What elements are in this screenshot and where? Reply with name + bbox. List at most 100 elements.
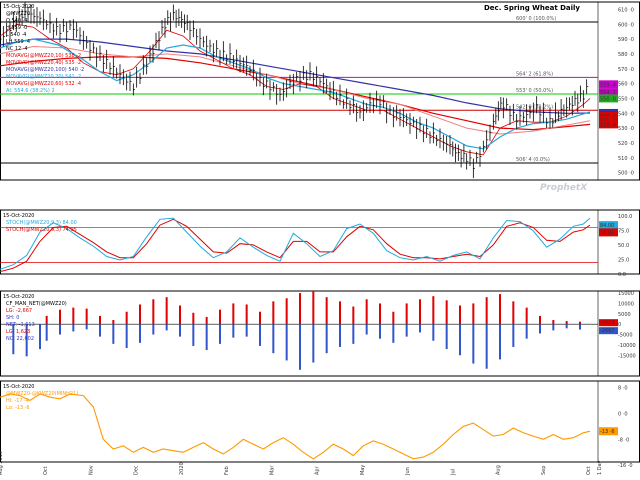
ma-40-line bbox=[0, 45, 591, 135]
spread-value: -13 ·6 bbox=[600, 429, 615, 435]
fib-label: 506' 4 (0.0%) bbox=[516, 157, 550, 163]
cot-y-tick: 10000 bbox=[618, 301, 634, 307]
price-symbol: @MWZ20 bbox=[6, 11, 30, 17]
cot-net-flag bbox=[599, 319, 618, 327]
price-y-tick: 600 ·0 bbox=[618, 22, 634, 28]
stoch-d-line bbox=[0, 218, 591, 273]
cot-date: 15-Oct-2020 bbox=[3, 294, 34, 300]
price-y-tick: 500 ·0 bbox=[618, 171, 634, 177]
ohlc-value: L 540 ·4 bbox=[6, 32, 26, 38]
cot-legend-entry: CF_MAN_NET(@MWZ20) bbox=[6, 301, 67, 307]
cot-legend-entry: NC: 22,602 bbox=[6, 336, 34, 342]
stoch-k-line bbox=[0, 217, 591, 270]
price-date: 15-Oct-2020 bbox=[3, 4, 34, 10]
date-tick: Apr bbox=[315, 465, 321, 475]
stoch-y-tick: 75.0 bbox=[618, 228, 629, 234]
date-tick: Jun bbox=[405, 467, 411, 476]
fib-label: 542' 0 (38.2%) bbox=[516, 104, 553, 110]
cot-y-tick: 15000 bbox=[618, 291, 634, 297]
spread-frame bbox=[0, 380, 640, 463]
cot-legend-entry: LG: 1,623 bbox=[6, 329, 30, 335]
stoch-d-value: 74.95 bbox=[600, 230, 614, 236]
cot-y-tick: -15000 bbox=[618, 353, 636, 359]
date-tick: Feb bbox=[224, 466, 230, 475]
price-y-tick: 580 ·0 bbox=[618, 52, 634, 58]
cot-short-value: -2667 bbox=[600, 328, 615, 334]
price-flag bbox=[599, 120, 618, 129]
cot-short-flag bbox=[599, 327, 618, 335]
price-panel: 600' 0 (100.0%) 564' 2 (61.8%) 553' 0 (50.… bbox=[0, 1, 640, 193]
fib-label: 600' 0 (100.0%) bbox=[516, 16, 556, 22]
ohlc-value: H 559 ·0 bbox=[6, 25, 27, 31]
stoch-y-tick: 50.0 bbox=[618, 243, 629, 249]
price-flag-label: 554 ·2 bbox=[600, 90, 616, 96]
spread-line bbox=[0, 393, 591, 460]
ma-100-line bbox=[0, 38, 591, 114]
price-y-tick: 520 ·0 bbox=[618, 141, 634, 147]
ma-60-line bbox=[0, 56, 591, 131]
price-y-tick: 590 ·0 bbox=[618, 37, 634, 43]
spread-legend-entry: @MWZ20-@KWZ20(MINH21) bbox=[6, 391, 78, 397]
date-tick: Aug 2019 bbox=[0, 451, 4, 475]
stoch-y-tick: 25.0 bbox=[618, 257, 629, 263]
cot-y-tick: 0 bbox=[618, 322, 621, 328]
cot-legend-entry: LG: -2,667 bbox=[6, 308, 32, 314]
price-y-tick: 550 ·0 bbox=[618, 96, 634, 102]
fib-label: 564' 2 (61.8%) bbox=[516, 71, 553, 77]
date-tick: May bbox=[360, 465, 366, 475]
date-tick: 1 Day bbox=[597, 460, 603, 475]
price-flag bbox=[599, 94, 618, 103]
price-y-tick: 540 ·0 bbox=[618, 111, 634, 117]
price-legend-entry: MOVAVG(@MWZ20,10) 538 ·2 bbox=[6, 53, 81, 59]
stoch-y-tick: 0.0 bbox=[618, 272, 626, 278]
date-tick: Aug bbox=[496, 465, 502, 475]
ohlc-value: O 540 ·4 bbox=[6, 18, 27, 24]
price-flag bbox=[599, 88, 618, 97]
price-flag-label: 532 ·4 bbox=[600, 122, 616, 128]
date-tick: Mar bbox=[269, 465, 275, 475]
date-axis: Aug 2019 Oct Nov Dec 2020 Feb Mar Apr May Jun Jul A… bbox=[0, 451, 603, 476]
price-legend-entry: MOVAVG(@MWZ20,60) 532 ·4 bbox=[6, 81, 81, 87]
price-flag bbox=[599, 80, 618, 89]
fib-label: 553' 0 (50.0%) bbox=[516, 88, 553, 94]
price-legend-entry: MOVAVG(@MWZ20,100) 540 ·2 bbox=[6, 67, 84, 73]
date-tick: Sep bbox=[541, 466, 547, 475]
price-flag bbox=[599, 116, 618, 125]
price-y-tick: 570 ·0 bbox=[618, 67, 634, 73]
price-flag bbox=[599, 111, 618, 120]
date-tick: Jul bbox=[450, 469, 456, 476]
date-tick: Nov bbox=[88, 465, 94, 475]
prophetx-watermark: ProphetX bbox=[540, 183, 588, 193]
ma-10-line bbox=[0, 23, 591, 156]
date-tick: 2020 bbox=[179, 462, 185, 475]
chart-title: Dec. Spring Wheat Daily bbox=[484, 4, 580, 12]
price-y-tick: 510 ·0 bbox=[618, 156, 634, 162]
cot-frame bbox=[0, 290, 640, 377]
spread-date: 15-Oct-2020 bbox=[3, 384, 34, 390]
price-legend-entry: MOVAVG(@MWZ20,40) 535 ·2 bbox=[6, 60, 81, 66]
price-y-tick: 530 ·0 bbox=[618, 126, 634, 132]
stoch-frame bbox=[0, 209, 640, 275]
cot-y-tick: -10000 bbox=[618, 343, 636, 349]
spread-y-tick: 0 ·0 bbox=[618, 411, 628, 417]
cot-legend-entry: NET: -1,613 bbox=[6, 322, 35, 328]
spread-legend-entry: Lo: -13 ·6 bbox=[6, 405, 30, 411]
price-flag-label: 550 ·0 bbox=[600, 96, 616, 102]
stoch-k-flag bbox=[599, 221, 618, 230]
price-y-tick: 610 ·0 bbox=[618, 7, 634, 13]
cot-panel: 15000 10000 5000 0 -5000 -10000 -15000 -1613 -26… bbox=[0, 290, 640, 377]
stoch-y-tick: 100.0 bbox=[618, 214, 632, 220]
cot-net-value: -1613 bbox=[600, 320, 615, 326]
stoch-legend-entry: STOCH(@MWZ20,9,3) 74.95 bbox=[6, 227, 77, 233]
ohlc-value: LH 559 ·4 bbox=[6, 39, 30, 45]
ohlc-value: NC 12 ·4 bbox=[6, 46, 28, 52]
spread-legend-entry: Hi: -17 ·4 bbox=[6, 398, 29, 404]
price-legend-entry: AI: 554.6 (38.2%) 2 bbox=[6, 88, 55, 94]
spread-flag bbox=[599, 427, 618, 436]
stoch-d-flag bbox=[599, 228, 618, 237]
spread-panel: 8 ·0 0 ·0 -8 ·0 -16 ·0 -13 ·6 15-Oct-2020@MWZ… bbox=[0, 380, 640, 469]
price-legend-entry: MOVAVG(@MWZ20,20) 541 ·2 bbox=[6, 74, 81, 80]
date-tick: Oct bbox=[43, 466, 49, 475]
